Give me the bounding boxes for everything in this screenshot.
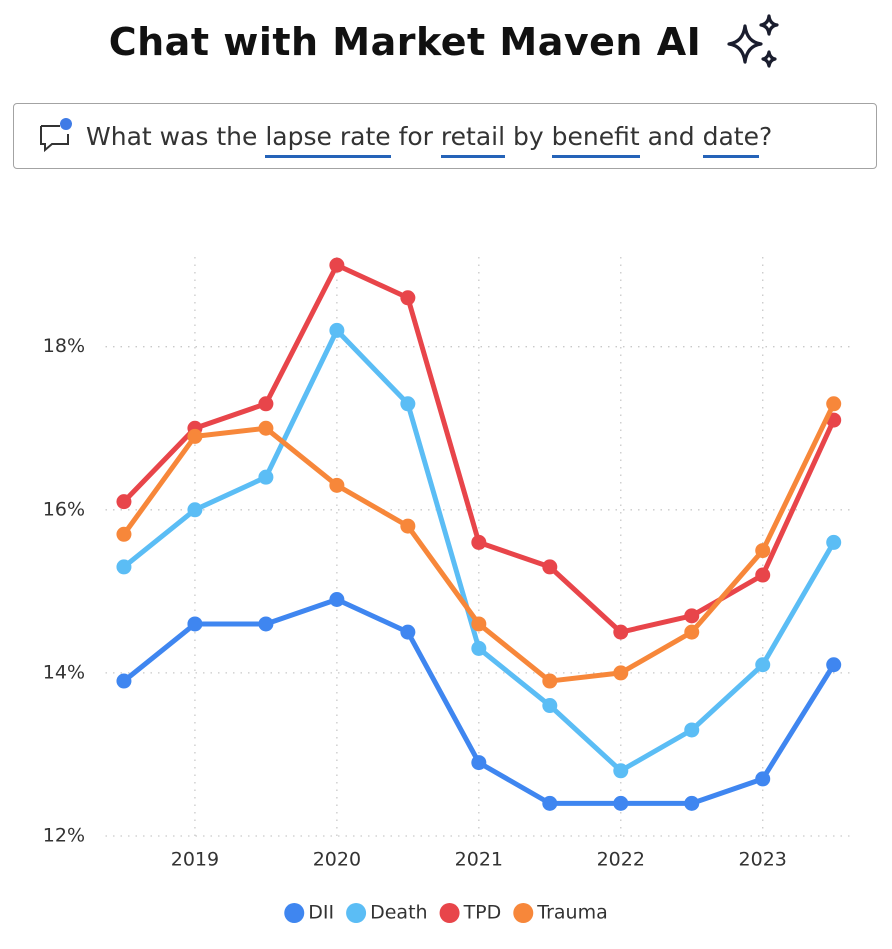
legend-label: Death [370, 902, 427, 924]
data-point [400, 518, 416, 534]
data-point [684, 608, 700, 624]
legend-marker [284, 903, 305, 923]
page-title: Chat with Market Maven AI [108, 20, 702, 64]
data-point [187, 616, 203, 632]
legend-marker [513, 903, 534, 923]
query-word: for [390, 121, 441, 151]
y-tick-label: 14% [43, 661, 85, 683]
data-point [116, 559, 132, 575]
query-keyword[interactable]: lapse rate [265, 121, 391, 158]
chat-icon [40, 118, 72, 153]
data-point [613, 665, 629, 681]
data-point [258, 469, 274, 485]
legend-label: Trauma [536, 902, 607, 924]
series-line [121, 262, 837, 635]
data-point [258, 616, 274, 632]
data-point [826, 396, 842, 412]
y-tick-label: 12% [43, 825, 85, 847]
sparkle-icon [727, 14, 779, 68]
data-point [471, 640, 487, 656]
query-text: What was the lapse rate for retail by be… [86, 121, 773, 158]
data-point [400, 290, 416, 306]
data-point [613, 624, 629, 640]
data-point [613, 763, 629, 779]
data-point [400, 624, 416, 640]
legend-marker [346, 903, 367, 923]
data-point [684, 624, 700, 640]
data-point [542, 673, 558, 689]
data-point [329, 257, 345, 273]
query-keyword[interactable]: date [702, 121, 759, 158]
x-tick-label: 2021 [455, 849, 503, 871]
data-point [258, 420, 274, 436]
data-point [471, 534, 487, 550]
data-point [755, 657, 771, 673]
y-tick-label: 16% [43, 498, 85, 520]
data-point [116, 526, 132, 542]
legend-label: TPD [463, 902, 502, 924]
header: Chat with Market Maven AI [0, 12, 892, 72]
query-word: What was the [86, 121, 266, 151]
data-point [329, 322, 345, 338]
data-point [471, 755, 487, 771]
x-tick-label: 2022 [597, 849, 645, 871]
data-point [542, 698, 558, 714]
data-point [329, 477, 345, 493]
x-tick-label: 2020 [313, 849, 361, 871]
x-tick-label: 2019 [171, 849, 219, 871]
data-point [542, 795, 558, 811]
legend-label: DII [308, 902, 334, 924]
query-keyword[interactable]: retail [440, 121, 506, 158]
data-point [400, 396, 416, 412]
data-point [542, 559, 558, 575]
query-word: and [639, 121, 703, 151]
data-point [471, 616, 487, 632]
query-box[interactable]: What was the lapse rate for retail by be… [13, 103, 877, 169]
query-word: by [505, 121, 552, 151]
data-point [116, 673, 132, 689]
legend-marker [439, 903, 460, 923]
data-point [755, 567, 771, 583]
y-tick-label: 18% [43, 335, 85, 357]
data-point [755, 771, 771, 787]
legend: DII Death TPD Trauma [284, 902, 608, 924]
data-point [613, 795, 629, 811]
query-keyword[interactable]: benefit [551, 121, 640, 158]
data-point [187, 502, 203, 518]
data-point [258, 396, 274, 412]
query-word: ? [758, 121, 773, 151]
data-point [684, 722, 700, 738]
data-point [826, 657, 842, 673]
x-tick-label: 2023 [739, 849, 787, 871]
data-point [755, 543, 771, 559]
data-point [116, 494, 132, 510]
data-point [329, 592, 345, 608]
data-point [684, 795, 700, 811]
data-point [826, 534, 842, 550]
data-point [187, 428, 203, 444]
